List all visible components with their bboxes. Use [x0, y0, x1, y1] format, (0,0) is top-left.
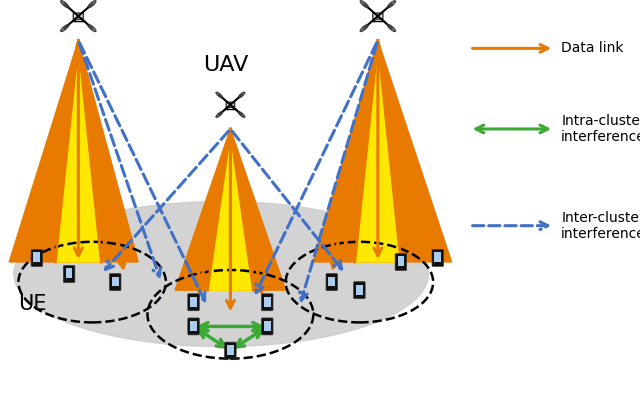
Ellipse shape — [360, 25, 369, 32]
Text: UAV: UAV — [203, 54, 248, 75]
Bar — [264, 297, 271, 307]
Bar — [264, 321, 271, 331]
Polygon shape — [55, 40, 101, 262]
FancyBboxPatch shape — [395, 253, 406, 270]
Text: UE: UE — [19, 294, 47, 314]
Polygon shape — [355, 40, 401, 262]
Ellipse shape — [14, 202, 429, 347]
Bar — [356, 285, 363, 295]
Polygon shape — [314, 40, 452, 262]
Polygon shape — [9, 40, 138, 262]
Bar — [435, 252, 441, 262]
Ellipse shape — [61, 0, 69, 8]
FancyBboxPatch shape — [109, 274, 121, 291]
FancyBboxPatch shape — [74, 13, 83, 19]
FancyBboxPatch shape — [188, 318, 199, 335]
FancyBboxPatch shape — [262, 294, 273, 311]
Ellipse shape — [216, 92, 223, 98]
FancyBboxPatch shape — [225, 342, 236, 359]
Text: Intra-cluster
interference: Intra-cluster interference — [561, 114, 640, 144]
Ellipse shape — [238, 112, 245, 118]
FancyBboxPatch shape — [31, 249, 43, 266]
FancyBboxPatch shape — [188, 294, 199, 311]
FancyBboxPatch shape — [262, 318, 273, 335]
FancyBboxPatch shape — [63, 266, 75, 283]
FancyBboxPatch shape — [373, 13, 383, 19]
Bar — [397, 256, 404, 266]
FancyBboxPatch shape — [354, 282, 365, 299]
FancyBboxPatch shape — [326, 274, 337, 291]
Polygon shape — [175, 129, 285, 290]
Ellipse shape — [238, 92, 245, 98]
Polygon shape — [207, 129, 253, 290]
Bar — [190, 321, 197, 331]
Ellipse shape — [88, 25, 96, 32]
FancyBboxPatch shape — [432, 249, 444, 266]
Bar — [33, 252, 40, 262]
Ellipse shape — [387, 0, 396, 8]
Ellipse shape — [387, 25, 396, 32]
Ellipse shape — [61, 25, 69, 32]
Text: Data link: Data link — [561, 42, 623, 55]
FancyBboxPatch shape — [226, 102, 235, 107]
Ellipse shape — [216, 112, 223, 118]
Ellipse shape — [88, 0, 96, 8]
Bar — [190, 297, 197, 307]
Bar — [227, 345, 234, 355]
Text: Inter-cluster
interference: Inter-cluster interference — [561, 211, 640, 241]
Bar — [328, 276, 335, 287]
Bar — [112, 276, 118, 287]
Bar — [66, 268, 72, 278]
Ellipse shape — [360, 0, 369, 8]
